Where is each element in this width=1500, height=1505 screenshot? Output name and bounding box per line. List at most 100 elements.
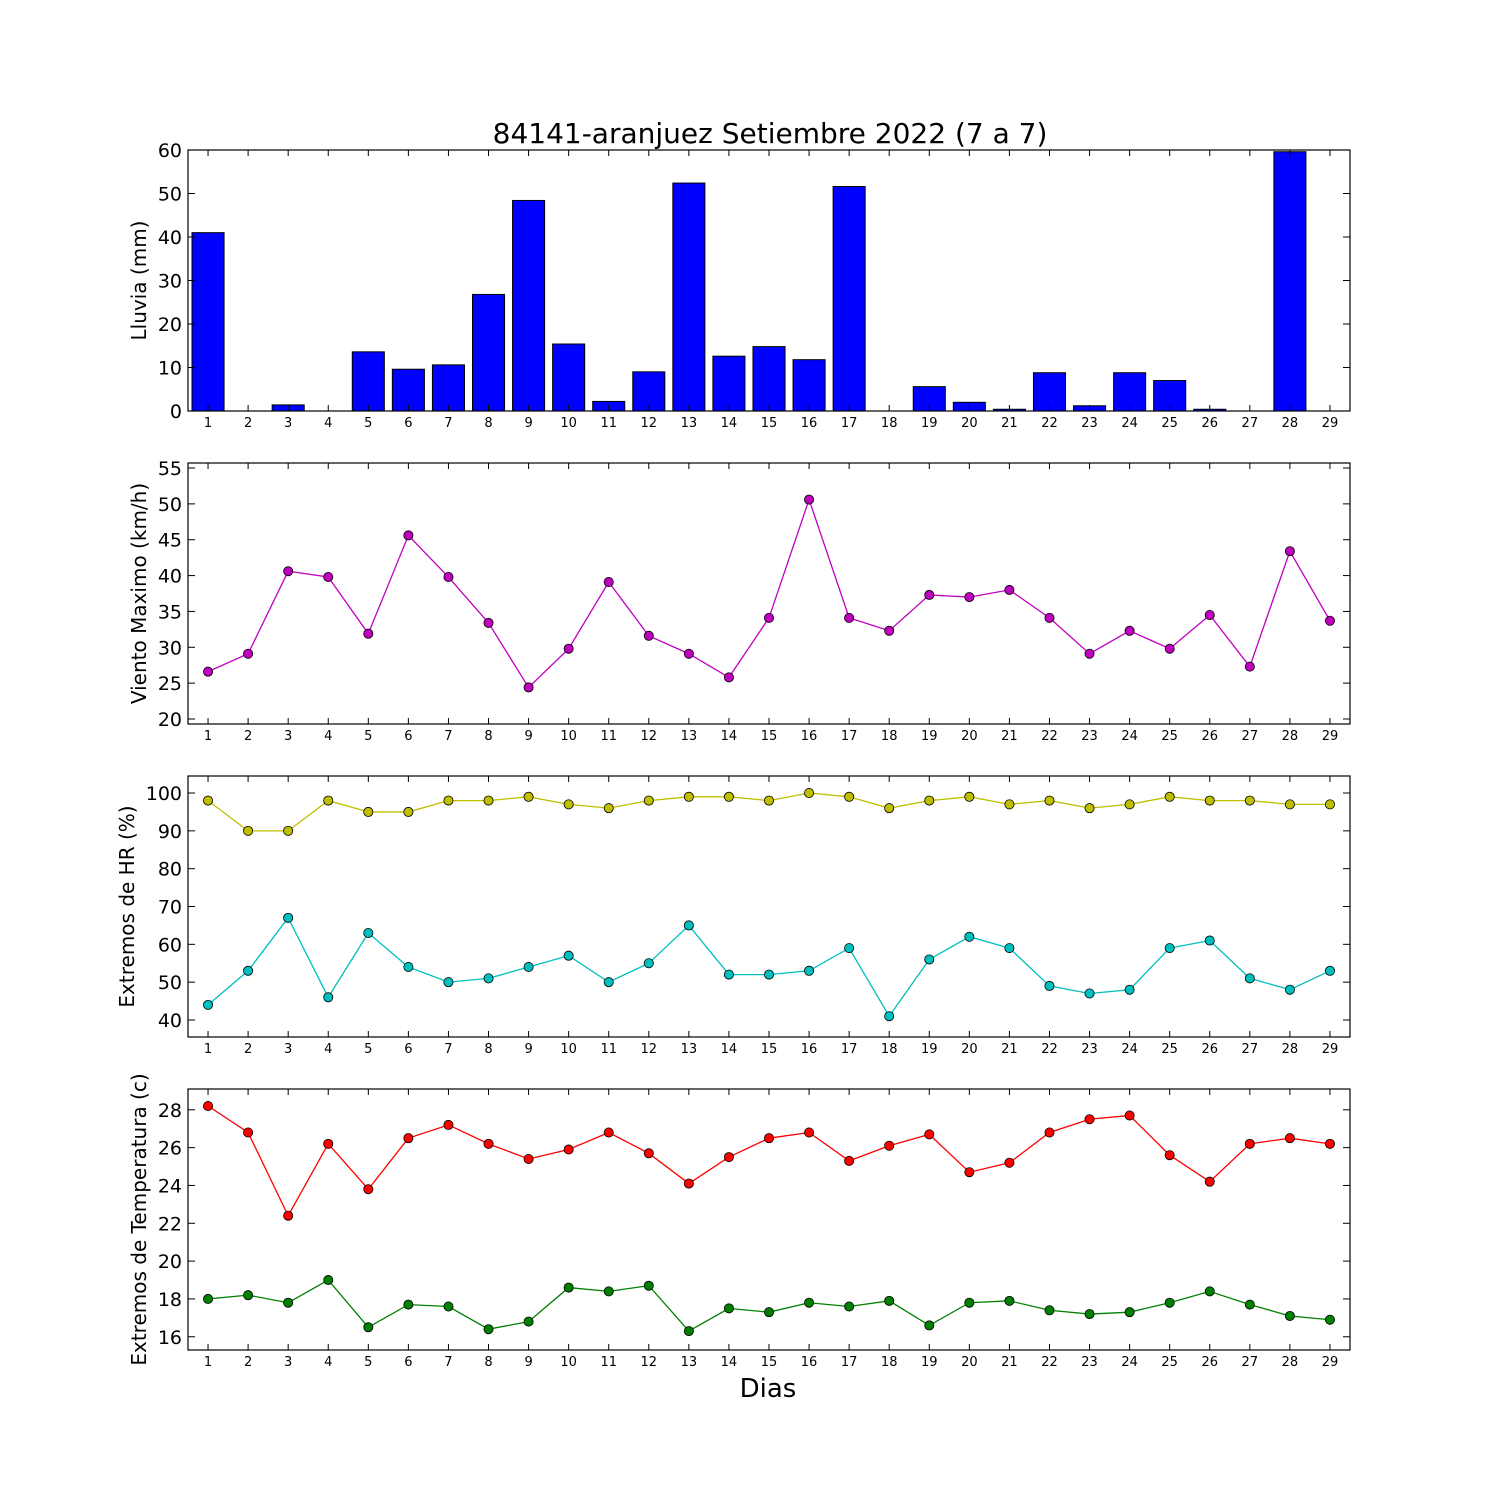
- point-series-1-day-22: [1044, 1305, 1055, 1316]
- x-axis-label: Dias: [740, 1374, 797, 1404]
- x-tick-label: 1: [204, 1042, 212, 1057]
- point-series-0-day-10: [563, 799, 574, 810]
- point-series-0-day-25: [1164, 643, 1175, 654]
- x-tick-label: 4: [324, 1042, 332, 1057]
- bar-day-7: [431, 364, 465, 412]
- point-series-0-day-20: [964, 791, 975, 802]
- point-series-1-day-1: [203, 1293, 214, 1304]
- point-series-0-day-14: [723, 791, 734, 802]
- point-series-0-day-3: [283, 566, 294, 577]
- y-tick-label: 18: [158, 1289, 182, 1311]
- x-tick-label: 23: [1081, 729, 1098, 744]
- y-tick-label: 30: [158, 637, 182, 659]
- x-tick-label: 4: [324, 1355, 332, 1370]
- x-tick-label: 5: [364, 1355, 372, 1370]
- point-series-0-day-29: [1324, 799, 1335, 810]
- x-tick-label: 27: [1242, 1042, 1259, 1057]
- bar-day-6: [391, 368, 425, 412]
- x-tick-label: 21: [1001, 1355, 1018, 1370]
- x-tick-label: 20: [961, 416, 978, 431]
- point-series-1-day-10: [563, 950, 574, 961]
- x-tick-label: 29: [1322, 729, 1339, 744]
- x-tick-label: 9: [524, 416, 532, 431]
- x-tick-label: 19: [921, 729, 938, 744]
- x-tick-label: 10: [560, 729, 577, 744]
- point-series-0-day-26: [1204, 610, 1215, 621]
- point-series-1-day-15: [764, 1307, 775, 1318]
- x-tick-label: 2: [244, 1042, 252, 1057]
- x-tick-label: 17: [841, 416, 858, 431]
- point-series-0-day-17: [844, 1155, 855, 1166]
- point-series-0-day-8: [483, 795, 494, 806]
- bar-day-13: [672, 182, 706, 412]
- point-series-1-day-23: [1084, 988, 1095, 999]
- x-tick-label: 14: [721, 1042, 738, 1057]
- point-series-0-day-11: [603, 577, 614, 588]
- x-tick-label: 21: [1001, 416, 1018, 431]
- x-tick-label: 2: [244, 729, 252, 744]
- point-series-1-day-12: [643, 958, 654, 969]
- point-series-0-day-14: [723, 1152, 734, 1163]
- point-series-1-day-18: [884, 1011, 895, 1022]
- x-tick-label: 18: [881, 729, 898, 744]
- point-series-0-day-26: [1204, 1176, 1215, 1187]
- point-series-0-day-28: [1284, 1133, 1295, 1144]
- x-tick-label: 24: [1121, 729, 1138, 744]
- x-tick-label: 23: [1081, 1042, 1098, 1057]
- point-series-1-day-22: [1044, 980, 1055, 991]
- x-tick-label: 3: [284, 416, 292, 431]
- point-series-0-day-13: [683, 1178, 694, 1189]
- point-series-0-day-21: [1004, 799, 1015, 810]
- x-tick-label: 25: [1161, 1355, 1178, 1370]
- x-tick-label: 9: [524, 1042, 532, 1057]
- point-series-0-day-13: [683, 791, 694, 802]
- point-series-1-day-6: [403, 1299, 414, 1310]
- x-tick-label: 10: [560, 1355, 577, 1370]
- point-series-0-day-13: [683, 648, 694, 659]
- x-tick-label: 15: [761, 1355, 778, 1370]
- x-tick-label: 12: [641, 416, 658, 431]
- x-tick-label: 7: [444, 416, 452, 431]
- x-tick-label: 24: [1121, 416, 1138, 431]
- x-tick-label: 1: [204, 729, 212, 744]
- point-series-0-day-12: [643, 1148, 654, 1159]
- x-tick-label: 23: [1081, 1355, 1098, 1370]
- x-tick-label: 9: [524, 729, 532, 744]
- point-series-0-day-21: [1004, 584, 1015, 595]
- y-tick-label: 60: [158, 934, 182, 956]
- point-series-1-day-21: [1004, 943, 1015, 954]
- point-series-1-day-29: [1324, 1314, 1335, 1325]
- x-tick-label: 29: [1322, 1042, 1339, 1057]
- chart-title: 84141-aranjuez Setiembre 2022 (7 a 7): [493, 117, 1048, 150]
- x-tick-label: 14: [721, 729, 738, 744]
- y-tick-label: 50: [158, 494, 182, 516]
- y-tick-label: 24: [158, 1175, 182, 1197]
- x-tick-label: 5: [364, 729, 372, 744]
- point-series-0-day-1: [203, 1101, 214, 1112]
- point-series-0-day-4: [323, 572, 334, 583]
- point-series-0-day-7: [443, 795, 454, 806]
- point-series-1-day-4: [323, 1275, 334, 1286]
- x-tick-label: 11: [600, 729, 617, 744]
- y-tick-label: 45: [158, 530, 182, 552]
- point-series-1-day-27: [1244, 973, 1255, 984]
- point-series-0-day-19: [924, 1129, 935, 1140]
- point-series-0-day-15: [764, 1133, 775, 1144]
- point-series-0-day-12: [643, 795, 654, 806]
- x-tick-label: 5: [364, 1042, 372, 1057]
- x-tick-label: 3: [284, 729, 292, 744]
- y-axis-label: Extremos de Temperatura (c): [127, 1073, 151, 1365]
- x-tick-label: 22: [1041, 1355, 1058, 1370]
- y-tick-label: 70: [158, 897, 182, 919]
- point-series-0-day-3: [283, 825, 294, 836]
- x-tick-label: 29: [1322, 1355, 1339, 1370]
- x-tick-label: 3: [284, 1042, 292, 1057]
- y-axis-label: Viento Maximo (km/h): [127, 483, 151, 704]
- point-series-0-day-11: [603, 1127, 614, 1138]
- point-series-0-day-9: [523, 1153, 534, 1164]
- x-tick-label: 27: [1242, 416, 1259, 431]
- y-tick-label: 20: [158, 314, 182, 336]
- bar-day-9: [512, 199, 546, 412]
